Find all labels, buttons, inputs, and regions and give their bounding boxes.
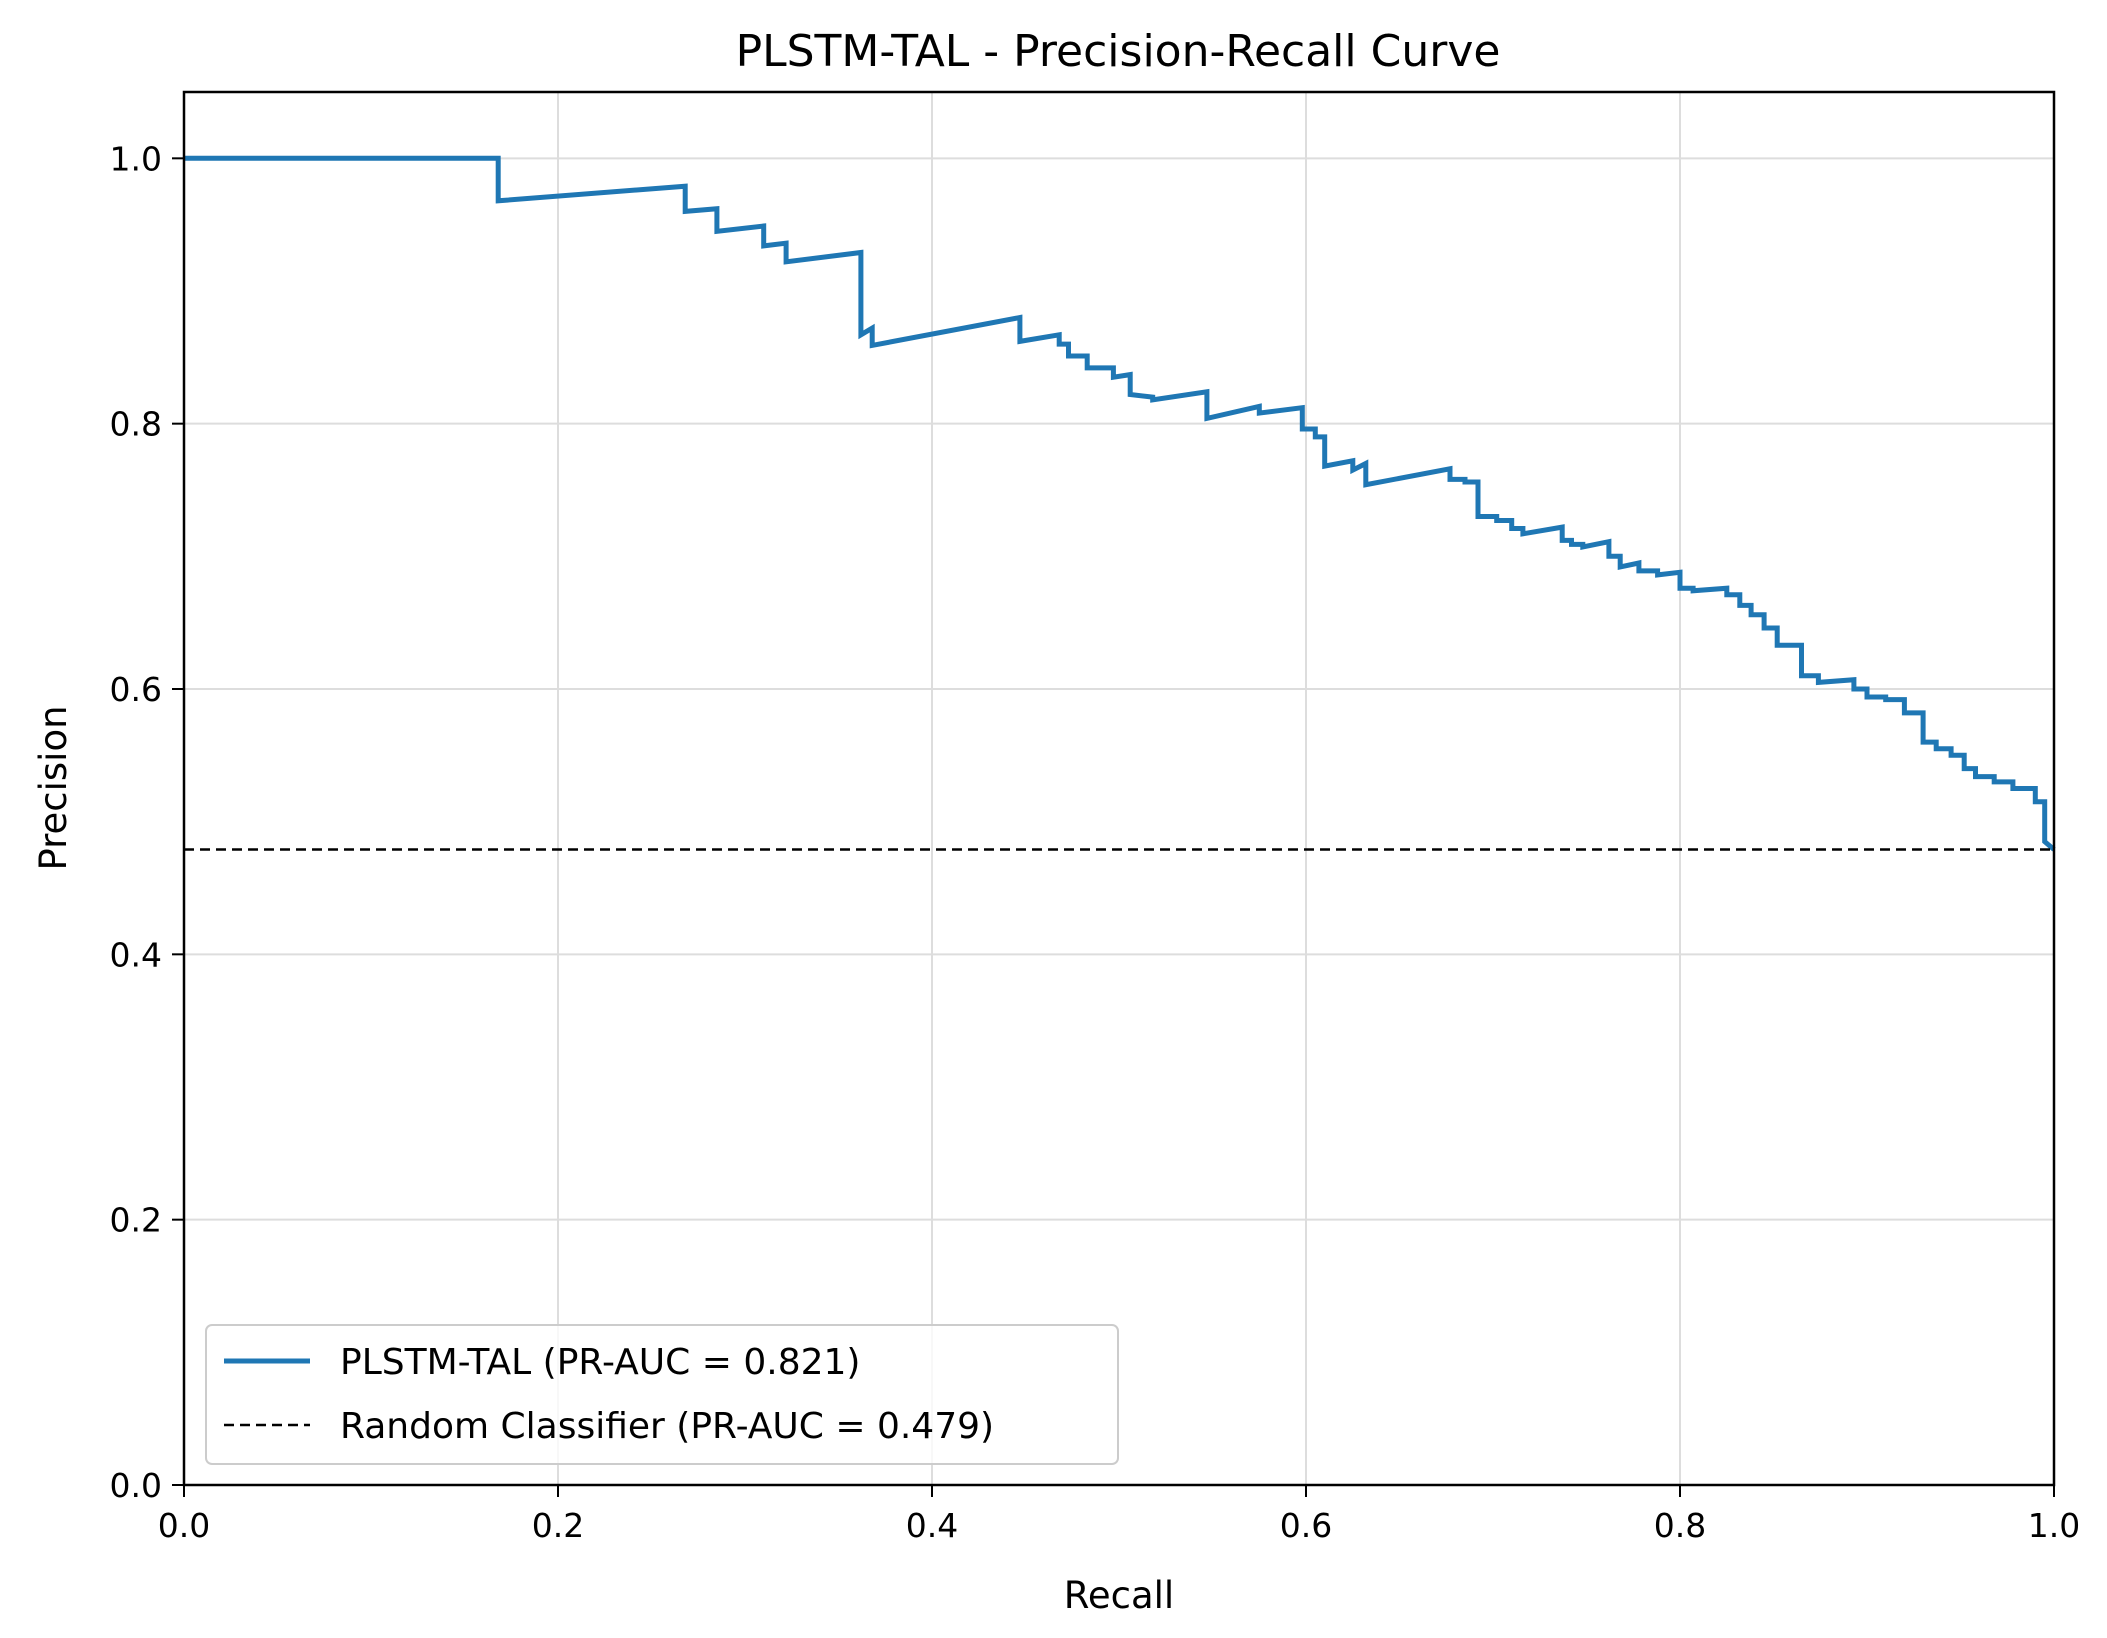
x-tick-label: 0.2 xyxy=(532,1506,584,1545)
x-tick-label: 1.0 xyxy=(2028,1506,2080,1545)
x-tick-label: 0.0 xyxy=(158,1506,210,1545)
legend-box xyxy=(205,1324,1119,1465)
legend-entry-random-classifier: Random Classifier (PR-AUC = 0.479) xyxy=(340,1406,994,1447)
y-tick-label: 0.4 xyxy=(110,935,162,974)
legend-entry-plstm-tal: PLSTM-TAL (PR-AUC = 0.821) xyxy=(340,1342,860,1383)
plot-area-frame xyxy=(182,90,2056,1487)
y-axis-ticks: 0.0 0.2 0.4 0.6 0.8 1.0 xyxy=(110,139,184,1505)
grid-lines xyxy=(183,92,2055,1486)
x-axis-label: Recall xyxy=(1064,1574,1174,1617)
y-tick-label: 0.6 xyxy=(110,670,162,709)
y-tick-label: 0.0 xyxy=(110,1466,162,1505)
y-tick-label: 0.2 xyxy=(110,1201,162,1240)
x-axis-ticks: 0.0 0.2 0.4 0.6 0.8 1.0 xyxy=(158,1485,2080,1545)
y-tick-label: 1.0 xyxy=(110,139,162,178)
chart-title: PLSTM-TAL - Precision-Recall Curve xyxy=(736,26,1501,77)
x-tick-label: 0.4 xyxy=(906,1506,958,1545)
x-tick-label: 0.8 xyxy=(1654,1506,1706,1545)
x-tick-label: 0.6 xyxy=(1280,1506,1332,1545)
y-tick-label: 0.8 xyxy=(110,405,162,444)
legend: PLSTM-TAL (PR-AUC = 0.821) Random Classi… xyxy=(205,1324,1119,1465)
y-axis-label: Precision xyxy=(32,705,75,870)
series-line-plstm-tal xyxy=(184,155,2056,852)
plot-series xyxy=(184,155,2056,852)
